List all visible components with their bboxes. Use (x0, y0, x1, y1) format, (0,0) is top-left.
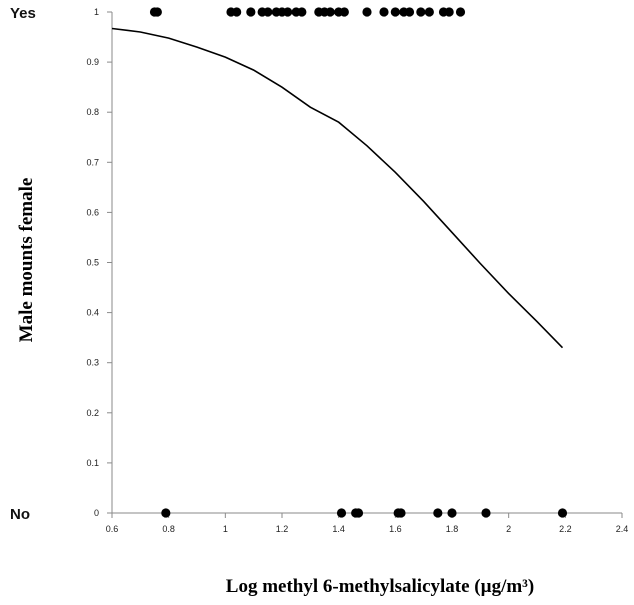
y-tick-label: 0.3 (86, 358, 99, 368)
x-tick-label: 1 (223, 524, 228, 534)
y-tick-label: 0 (94, 508, 99, 518)
y-tick-label: 0.7 (86, 157, 99, 167)
data-point (283, 7, 293, 17)
data-point (424, 7, 434, 17)
data-point (152, 7, 162, 17)
y-tick-label: 0.5 (86, 258, 99, 268)
x-tick-label: 1.4 (332, 524, 345, 534)
y-tick-label: 1 (94, 7, 99, 17)
fitted-curve-group (111, 27, 564, 349)
data-point (263, 7, 273, 17)
x-tick-label: 0.6 (106, 524, 119, 534)
data-point (379, 7, 389, 17)
y-axis-title: Male mounts female (16, 178, 37, 343)
data-point (447, 508, 457, 518)
data-point (433, 508, 443, 518)
x-tick-label: 2.4 (616, 524, 629, 534)
y-tick-labels: 0 0.1 0.2 0.3 0.4 0.5 0.6 0.7 0.8 0.9 1 (86, 7, 99, 518)
y-category-label-yes: Yes (10, 5, 36, 22)
axes (111, 12, 622, 514)
x-tick-label: 0.8 (162, 524, 175, 534)
data-point (232, 7, 242, 17)
x-tick-label: 1.2 (276, 524, 289, 534)
data-point (339, 7, 349, 17)
x-tick-labels: 0.6 0.8 1 1.2 1.4 1.6 1.8 2 2.2 2.4 (106, 524, 629, 534)
data-point (404, 7, 415, 17)
y-category-labels: Yes No (10, 5, 36, 523)
data-point (444, 7, 454, 17)
y-tick-label: 0.9 (86, 57, 99, 67)
x-axis-title: Log methyl 6-methylsalicylate (µg/m³) (226, 576, 534, 597)
data-point (325, 7, 335, 17)
data-point (353, 508, 364, 518)
data-point (557, 508, 568, 518)
data-points (149, 7, 568, 518)
data-point (455, 7, 466, 17)
data-point (362, 7, 372, 17)
y-tick-label: 0.4 (86, 308, 99, 318)
y-tick-label: 0.1 (86, 458, 99, 468)
fitted-curve (111, 27, 564, 349)
x-tick-label: 1.8 (446, 524, 459, 534)
data-point (481, 508, 491, 518)
data-point (161, 508, 171, 518)
data-point (246, 7, 256, 17)
data-point (297, 7, 307, 17)
y-category-label-no: No (10, 506, 30, 523)
y-tick-label: 0.2 (86, 408, 99, 418)
tick-marks (107, 11, 623, 518)
x-tick-label: 2 (506, 524, 511, 534)
x-tick-label: 2.2 (559, 524, 572, 534)
data-point (336, 508, 347, 518)
x-tick-label: 1.6 (389, 524, 402, 534)
data-point (390, 7, 400, 17)
y-tick-label: 0.6 (86, 207, 99, 217)
data-point (416, 7, 426, 17)
y-tick-label: 0.8 (86, 107, 99, 117)
data-point (396, 508, 406, 518)
